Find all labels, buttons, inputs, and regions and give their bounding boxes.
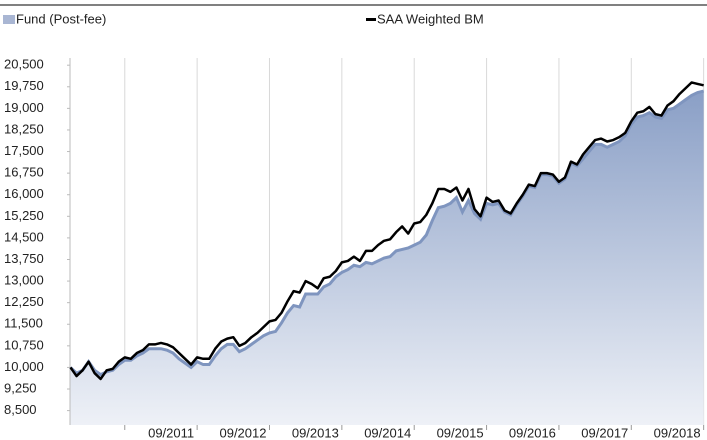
y-tick-label: 13,750 <box>4 251 44 266</box>
y-tick-label: 16,750 <box>4 165 44 180</box>
legend-swatch <box>3 15 15 24</box>
x-tick-label: 09/2014 <box>364 425 411 440</box>
y-tick-label: 11,500 <box>4 316 43 331</box>
x-tick-label: 09/2016 <box>509 425 556 440</box>
y-tick-label: 13,000 <box>4 273 44 288</box>
legend-label: Fund (Post-fee) <box>16 11 106 26</box>
y-tick-label: 16,000 <box>4 186 44 201</box>
y-tick-label: 12,250 <box>4 294 44 309</box>
x-tick-label: 09/2015 <box>437 425 484 440</box>
y-tick-label: 15,250 <box>4 208 44 223</box>
x-tick-label: 09/2011 <box>148 425 194 440</box>
area-line <box>69 89 704 377</box>
y-tick-label: 17,500 <box>4 143 44 158</box>
legend-swatch <box>366 18 376 21</box>
y-tick-label: 19,000 <box>4 100 44 115</box>
legend: Fund (Post-fee) SAA Weighted BM <box>3 11 484 26</box>
x-tick-label: 09/2018 <box>654 425 701 440</box>
y-tick-label: 9,250 <box>4 380 37 395</box>
line <box>69 81 704 381</box>
legend-label: SAA Weighted BM <box>377 11 484 26</box>
y-tick-label: 14,500 <box>4 229 44 244</box>
y-tick-label: 10,000 <box>4 359 44 374</box>
y-tick-label: 8,500 <box>4 402 37 417</box>
x-tick-label: 09/2013 <box>292 425 339 440</box>
y-tick-label: 19,750 <box>4 78 44 93</box>
y-tick-label: 10,750 <box>4 337 44 352</box>
y-tick-label: 20,500 <box>4 57 44 72</box>
x-tick-label: 09/2017 <box>581 425 628 440</box>
y-tick-label: 18,250 <box>4 121 44 136</box>
x-tick-label: 09/2012 <box>219 425 266 440</box>
